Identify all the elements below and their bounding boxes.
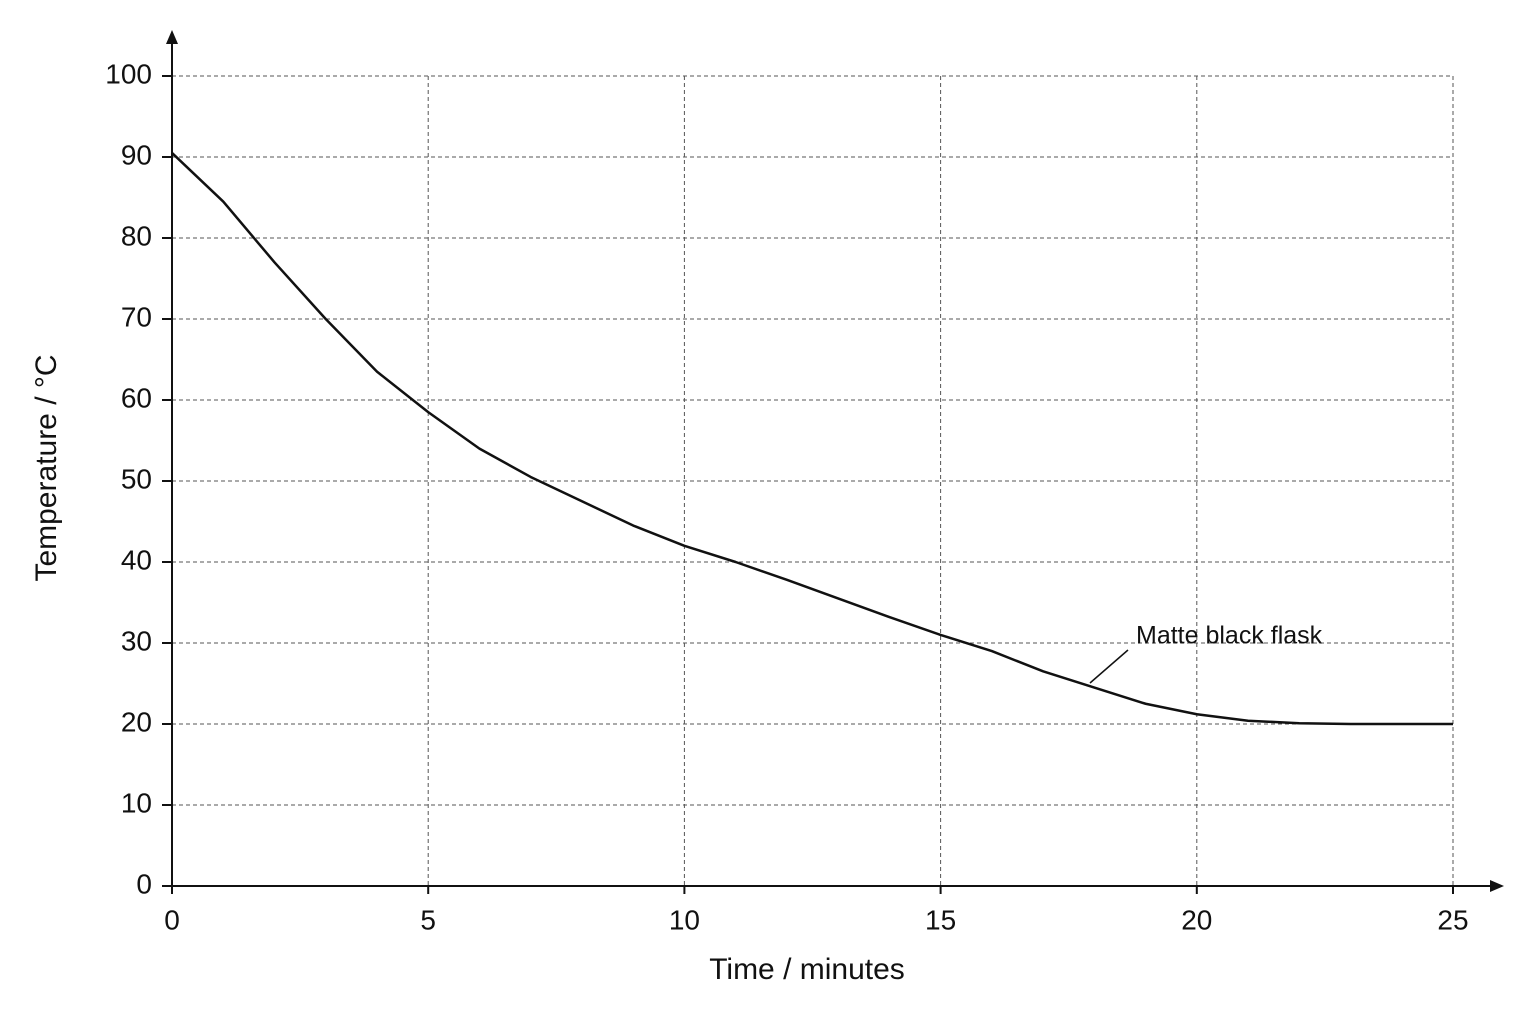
y-tick-label: 50 <box>121 463 152 494</box>
y-tick-label: 30 <box>121 625 152 656</box>
y-tick-label: 20 <box>121 706 152 737</box>
x-tick-label: 20 <box>1181 904 1212 935</box>
label-leader <box>1089 649 1129 684</box>
y-tick-label: 90 <box>121 139 152 170</box>
y-tick-label: 70 <box>121 301 152 332</box>
data-line <box>171 152 1453 726</box>
y-axis-arrow <box>166 30 178 44</box>
series-label: Matte black flask <box>1136 622 1323 650</box>
x-axis-arrow <box>1490 880 1504 892</box>
x-tick-label: 10 <box>669 904 700 935</box>
y-axis-label: Temperature / °C <box>30 354 63 581</box>
y-tick-label: 10 <box>121 787 152 818</box>
x-tick-label: 0 <box>164 904 180 935</box>
y-tick-label: 80 <box>121 220 152 251</box>
x-tick-label: 15 <box>925 904 956 935</box>
x-tick-label: 5 <box>420 904 436 935</box>
y-tick-label: 100 <box>105 58 152 89</box>
x-tick-label: 25 <box>1437 904 1468 935</box>
y-tick-label: 60 <box>121 382 152 413</box>
x-axis-label: Time / minutes <box>709 953 905 986</box>
y-tick-label: 40 <box>121 544 152 575</box>
y-tick-label: 0 <box>136 868 152 899</box>
